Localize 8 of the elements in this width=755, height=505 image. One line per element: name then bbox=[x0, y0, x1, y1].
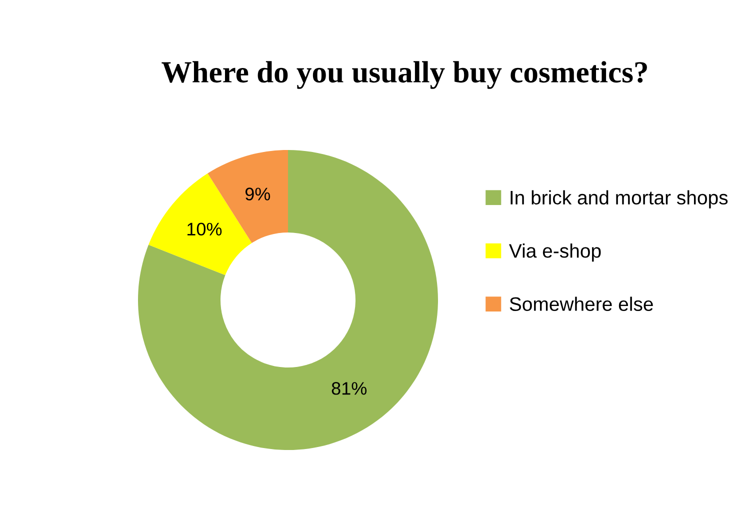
data-label: 9% bbox=[245, 188, 270, 200]
legend-label: Via e-shop bbox=[509, 243, 601, 262]
donut-slice bbox=[138, 150, 438, 450]
data-label: 10% bbox=[188, 222, 222, 236]
legend-label: Somewhere else bbox=[510, 296, 653, 311]
chart-title: Where do you usually buy cosmetics? bbox=[162, 61, 647, 89]
legend-label: In brick and mortar shops bbox=[510, 190, 728, 208]
data-label: 81% bbox=[332, 382, 367, 395]
